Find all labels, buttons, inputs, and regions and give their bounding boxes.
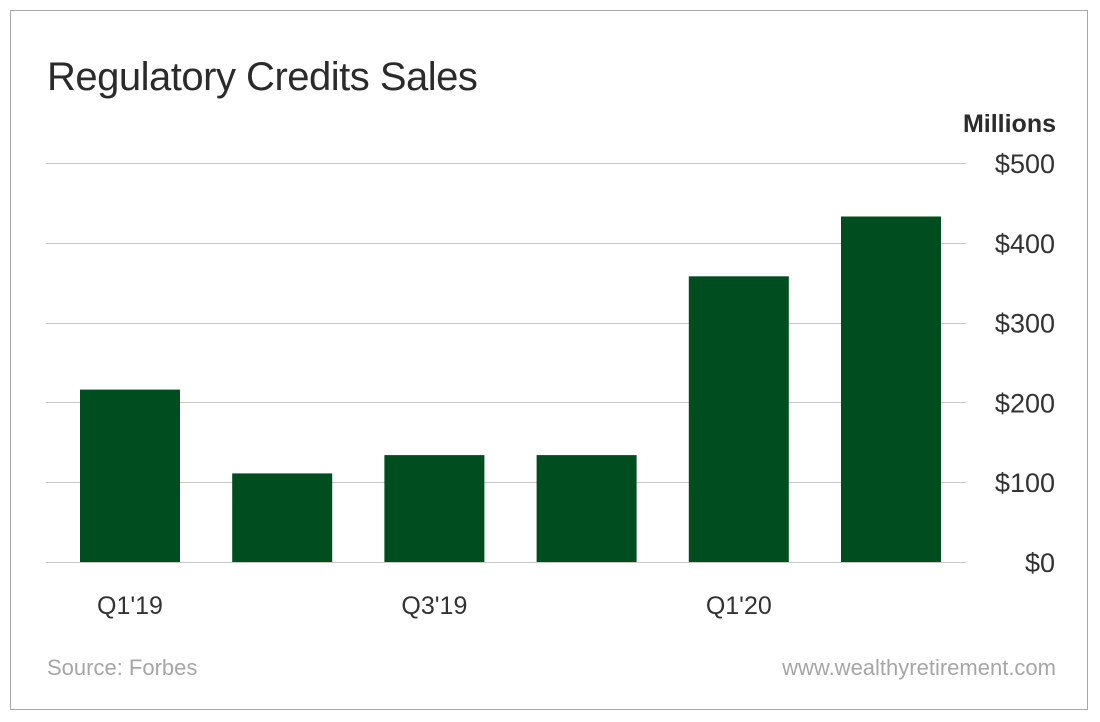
y-tick-label: $400 xyxy=(995,229,1055,259)
y-axis-unit-label: Millions xyxy=(962,110,1056,138)
y-tick-label: $500 xyxy=(995,149,1055,179)
x-tick-label: Q1'19 xyxy=(97,592,163,620)
y-tick-label: $200 xyxy=(995,388,1055,418)
x-tick-label: Q3'19 xyxy=(401,592,467,620)
y-tick-labels: $0 $100 $200 $300 $400 $500 xyxy=(995,149,1055,578)
x-tick-label: Q1'20 xyxy=(706,592,772,620)
gridlines xyxy=(46,163,966,563)
y-tick-label: $300 xyxy=(995,309,1055,339)
y-tick-label: $100 xyxy=(995,468,1055,498)
bar xyxy=(80,389,180,562)
x-tick-labels: Q1'19 Q3'19 Q1'20 xyxy=(97,592,772,620)
bar xyxy=(536,455,637,562)
source-note: Source: Forbes xyxy=(47,655,198,680)
bar xyxy=(384,455,485,562)
bars xyxy=(80,216,941,562)
bar xyxy=(688,276,789,562)
website-credit: www.wealthyretirement.com xyxy=(782,655,1056,680)
bar xyxy=(841,216,941,562)
y-tick-label: $0 xyxy=(1025,548,1055,578)
chart-title: Regulatory Credits Sales xyxy=(47,55,478,99)
bar xyxy=(232,473,333,562)
